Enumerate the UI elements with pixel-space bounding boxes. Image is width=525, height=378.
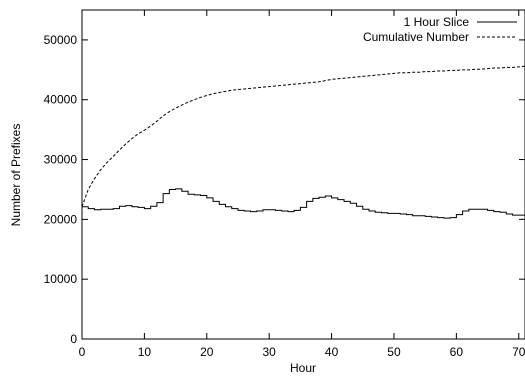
series-line: [82, 188, 525, 219]
x-tick-label: 60: [450, 345, 464, 359]
series-layer: [81, 65, 525, 219]
y-tick-label: 50000: [44, 33, 78, 47]
series-1-hour-slice: [82, 188, 525, 219]
x-axis: 0 10 20 30 40 50 60 70: [79, 10, 525, 359]
y-tick-label: 0: [70, 332, 77, 346]
x-tick-label: 40: [325, 345, 339, 359]
plot-area-frame: [81, 9, 525, 340]
y-axis-label: Number of Prefixes: [9, 124, 23, 227]
x-tick-label: 10: [138, 345, 152, 359]
x-tick-label: 20: [200, 345, 214, 359]
y-tick-label: 40000: [44, 93, 78, 107]
legend-label: 1 Hour Slice: [404, 15, 470, 29]
x-tick-label: 0: [79, 345, 86, 359]
series-line: [81, 65, 525, 207]
x-tick-label: 30: [263, 345, 277, 359]
series-cumulative-number: [81, 65, 525, 207]
y-tick-label: 10000: [44, 272, 78, 286]
x-tick-label: 50: [387, 345, 401, 359]
x-tick-label: 70: [512, 345, 525, 359]
y-tick-label: 30000: [44, 153, 78, 167]
y-axis: 0 10000 20000 30000 40000 50000: [44, 33, 525, 346]
legend-label: Cumulative Number: [363, 30, 469, 44]
y-tick-label: 20000: [44, 212, 78, 226]
x-axis-label: Hour: [290, 361, 316, 375]
